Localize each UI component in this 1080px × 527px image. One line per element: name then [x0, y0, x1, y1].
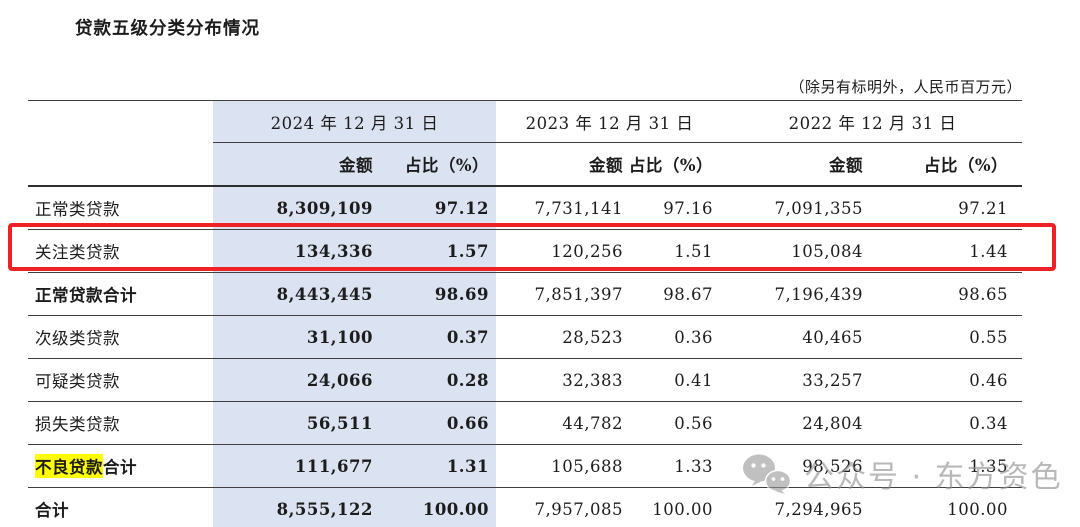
header-date-2022: 2022 年 12 月 31 日 [723, 101, 1022, 143]
header-amount-2022: 金额 [829, 156, 863, 175]
table-row: 正常类贷款 8,309,109 97.12 7,731,141 97.16 7,… [28, 187, 1022, 230]
row-label-text: 损失类贷款 [35, 415, 120, 434]
header-date-2024: 2024 年 12 月 31 日 [213, 101, 496, 143]
amount-cell: 33,257 [802, 370, 863, 390]
row-label-text: 合计 [103, 458, 137, 477]
table-row: 次级类贷款 31,100 0.37 28,523 0.36 40,465 0.5… [28, 316, 1022, 359]
amount-cell: 8,555,122 [213, 488, 381, 527]
pct-cell: 0.46 [969, 370, 1008, 390]
unit-note: （除另有标明外，人民币百万元） [789, 78, 1022, 96]
amount-cell: 111,677 [213, 445, 381, 487]
table-row: 不良贷款 合计 111,677 1.31 105,688 1.33 98,526 … [28, 445, 1022, 488]
pct-cell: 1.35 [969, 456, 1008, 476]
watermark-text: 公众号 · 东方资色 [804, 460, 1063, 495]
table-row: 正常贷款合计 8,443,445 98.69 7,851,397 98.67 7… [28, 273, 1022, 316]
row-label: 关注类贷款 [28, 230, 213, 272]
header-amount-2023: 金额 [589, 156, 623, 175]
pct-cell: 0.66 [381, 402, 496, 444]
header-spacer [28, 101, 213, 143]
row-label-text: 关注类贷款 [35, 243, 120, 262]
amount-cell: 105,688 [551, 456, 623, 476]
pct-cell: 100.00 [381, 488, 496, 527]
row-label: 正常类贷款 [28, 187, 213, 229]
pct-cell: 97.16 [663, 198, 713, 218]
amount-cell: 98,526 [802, 456, 863, 476]
pct-cell: 1.31 [381, 445, 496, 487]
table-row: 关注类贷款 134,336 1.57 120,256 1.51 105,084 … [28, 230, 1022, 273]
table-header-columns: 金额 占比（%） 金额 占比（%） 金额 占比（%） [28, 143, 1022, 187]
amount-cell: 134,336 [213, 230, 381, 272]
row-label-text: 可疑类贷款 [35, 372, 120, 391]
watermark: 公众号 · 东方资色 [742, 452, 1063, 496]
pct-cell: 100.00 [652, 499, 713, 519]
pct-cell: 0.28 [381, 359, 496, 401]
row-label-text: 正常贷款合计 [35, 286, 137, 305]
amount-cell: 7,731,141 [534, 198, 623, 218]
amount-cell: 8,443,445 [213, 273, 381, 315]
amount-cell: 24,804 [802, 413, 863, 433]
header-pct-2022: 占比（%） [923, 156, 1008, 175]
row-label: 不良贷款 合计 [28, 445, 213, 487]
row-label: 正常贷款合计 [28, 273, 213, 315]
row-label: 可疑类贷款 [28, 359, 213, 401]
pct-cell: 100.00 [947, 499, 1008, 519]
pct-cell: 0.41 [674, 370, 713, 390]
amount-cell: 44,782 [562, 413, 623, 433]
amount-cell: 7,294,965 [774, 499, 863, 519]
pct-cell: 98.67 [663, 284, 713, 304]
header-pct-2023: 占比（%） [628, 156, 713, 175]
pct-cell: 0.56 [674, 413, 713, 433]
pct-cell: 1.57 [381, 230, 496, 272]
row-label: 合计 [28, 488, 213, 527]
amount-cell: 40,465 [802, 327, 863, 347]
amount-cell: 7,851,397 [534, 284, 623, 304]
pct-cell: 1.51 [674, 241, 713, 261]
pct-cell: 1.44 [969, 241, 1008, 261]
header-spacer [28, 143, 213, 185]
wechat-icon [743, 454, 792, 494]
row-label-text: 正常类贷款 [35, 200, 120, 219]
amount-cell: 7,957,085 [534, 499, 623, 519]
pct-cell: 98.65 [958, 284, 1008, 304]
pct-cell: 0.36 [674, 327, 713, 347]
amount-cell: 24,066 [213, 359, 381, 401]
pct-cell: 0.37 [381, 316, 496, 358]
header-date-2023: 2023 年 12 月 31 日 [496, 101, 723, 143]
page-title: 贷款五级分类分布情况 [75, 19, 260, 39]
amount-cell: 105,084 [791, 241, 863, 261]
pct-cell: 98.69 [381, 273, 496, 315]
row-label: 次级类贷款 [28, 316, 213, 358]
pct-cell: 97.21 [958, 198, 1008, 218]
pct-cell: 1.33 [674, 456, 713, 476]
amount-cell: 7,091,355 [774, 198, 863, 218]
row-label: 损失类贷款 [28, 402, 213, 444]
row-label-highlight: 不良贷款 [35, 454, 103, 478]
amount-cell: 56,511 [213, 402, 381, 444]
loan-classification-table: 2024 年 12 月 31 日 2023 年 12 月 31 日 2022 年… [28, 100, 1022, 527]
amount-cell: 120,256 [551, 241, 623, 261]
header-amount-2024: 金额 [213, 143, 381, 185]
amount-cell: 8,309,109 [213, 187, 381, 229]
header-pct-2024: 占比（%） [381, 143, 496, 185]
table-row: 损失类贷款 56,511 0.66 44,782 0.56 24,804 0.3… [28, 402, 1022, 445]
table-row: 可疑类贷款 24,066 0.28 32,383 0.41 33,257 0.4… [28, 359, 1022, 402]
row-label-text: 次级类贷款 [35, 329, 120, 348]
row-label-text: 合计 [35, 501, 69, 520]
pct-cell: 0.34 [969, 413, 1008, 433]
pct-cell: 0.55 [969, 327, 1008, 347]
pct-cell: 97.12 [381, 187, 496, 229]
amount-cell: 28,523 [562, 327, 623, 347]
amount-cell: 32,383 [562, 370, 623, 390]
table-header-dates: 2024 年 12 月 31 日 2023 年 12 月 31 日 2022 年… [28, 101, 1022, 143]
table-row: 合计 8,555,122 100.00 7,957,085 100.00 7,2… [28, 488, 1022, 527]
amount-cell: 31,100 [213, 316, 381, 358]
amount-cell: 7,196,439 [774, 284, 863, 304]
